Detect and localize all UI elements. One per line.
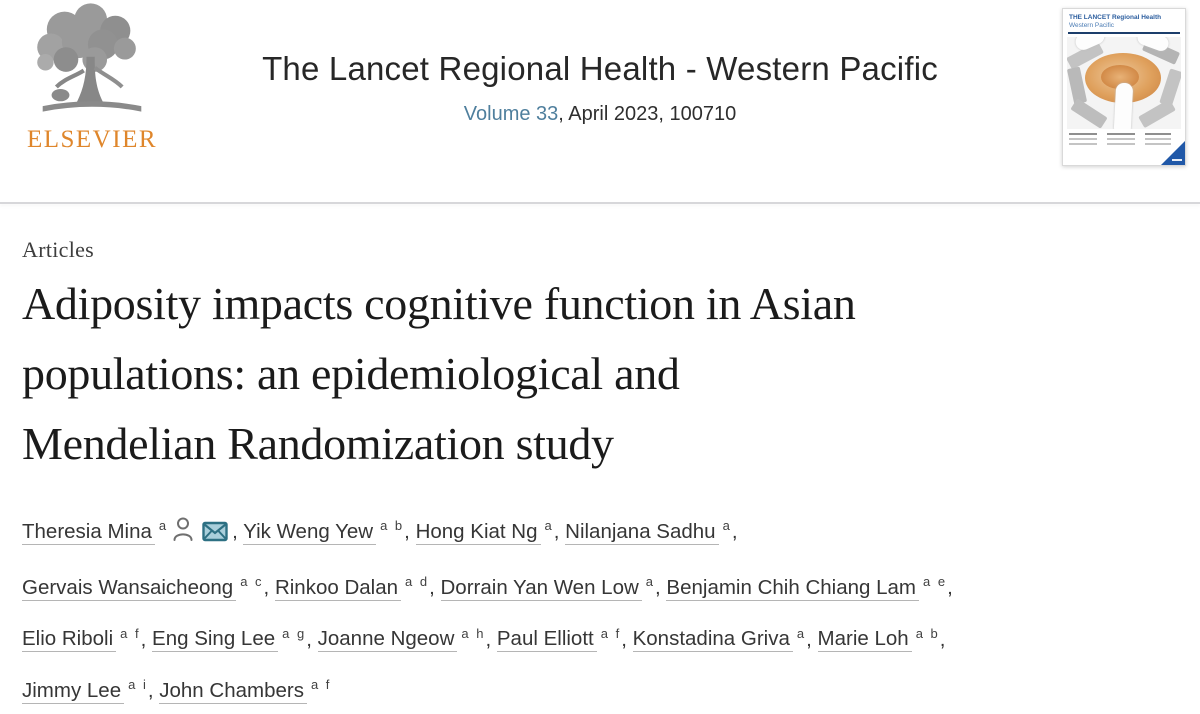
author-separator: ,: [404, 519, 416, 543]
author-separator: ,: [806, 627, 818, 651]
author-list: Theresia Mina a , Yik Weng Yew a b, Hong K…: [22, 503, 1178, 714]
author-affiliation-sup[interactable]: a f: [120, 625, 141, 641]
cover-corner-badge: [1161, 141, 1185, 165]
author-separator: ,: [939, 627, 946, 651]
author-link[interactable]: Elio Riboli: [22, 627, 117, 653]
author-link[interactable]: Gervais Wansaicheong: [22, 575, 237, 601]
issue-info: , April 2023, 100710: [558, 103, 737, 125]
author-affiliation-sup[interactable]: a c: [240, 573, 264, 589]
page-header: ELSEVIER The Lancet Regional Health - We…: [0, 0, 1200, 202]
author-link[interactable]: Dorrain Yan Wen Low: [440, 575, 642, 601]
author-separator: ,: [140, 627, 153, 651]
author-link[interactable]: Paul Elliott: [496, 627, 597, 653]
author-link[interactable]: Eng Sing Lee: [152, 627, 279, 653]
author-link[interactable]: Theresia Mina: [22, 519, 155, 545]
author-separator: ,: [621, 627, 633, 651]
author-affiliation-sup[interactable]: a f: [310, 677, 332, 693]
envelope-icon[interactable]: [202, 513, 228, 559]
volume-issue-line: Volume 33, April 2023, 100710: [0, 103, 1200, 126]
header-divider: [0, 202, 1200, 204]
cover-footer-lines: [1069, 133, 1179, 161]
article-type-label: Articles: [22, 237, 95, 262]
author-affiliation-sup[interactable]: a g: [282, 625, 307, 641]
elsevier-logo[interactable]: ELSEVIER: [14, 2, 170, 154]
author-separator: ,: [263, 575, 275, 599]
author-affiliation-sup[interactable]: a d: [405, 573, 430, 589]
author-link[interactable]: Konstadina Griva: [632, 627, 793, 653]
cover-illustration: [1067, 37, 1181, 129]
author-affiliation-sup[interactable]: a i: [128, 677, 148, 693]
author-link[interactable]: Joanne Ngeow: [317, 627, 458, 653]
elsevier-wordmark: ELSEVIER: [26, 126, 158, 153]
author-link[interactable]: Marie Loh: [817, 627, 912, 653]
author-separator: ,: [232, 519, 244, 543]
author-affiliation-sup[interactable]: a f: [600, 625, 622, 641]
author-affiliation-sup[interactable]: a e: [922, 573, 948, 589]
author-affiliation-sup[interactable]: a: [796, 625, 807, 641]
author-affiliation-sup[interactable]: a b: [915, 625, 940, 641]
author-affiliation-sup[interactable]: a h: [461, 625, 486, 641]
author-separator: ,: [306, 627, 318, 651]
article-title: Adiposity impacts cognitive function in …: [22, 278, 856, 469]
author-link[interactable]: Hong Kiat Ng: [415, 519, 541, 545]
author-link[interactable]: Benjamin Chih Chiang Lam: [666, 575, 919, 601]
journal-title[interactable]: The Lancet Regional Health - Western Pac…: [262, 50, 938, 87]
author-affiliation-sup[interactable]: a: [544, 518, 554, 533]
journal-cover-thumbnail[interactable]: THE LANCET Regional Health Western Pacif…: [1062, 8, 1186, 166]
author-separator: ,: [731, 519, 738, 543]
volume-link[interactable]: Volume 33: [463, 103, 559, 125]
cover-rule: [1068, 32, 1180, 34]
author-link[interactable]: Rinkoo Dalan: [274, 575, 402, 601]
article-header: Articles Adiposity impacts cognitive fun…: [0, 237, 1200, 714]
elsevier-tree-icon: [14, 2, 170, 128]
author-link[interactable]: Yik Weng Yew: [243, 519, 377, 545]
author-affiliation-sup[interactable]: a: [645, 573, 656, 589]
author-link[interactable]: John Chambers: [159, 679, 307, 705]
author-affiliation-sup[interactable]: a: [158, 518, 169, 533]
cover-title: THE LANCET Regional Health Western Pacif…: [1069, 14, 1162, 29]
author-affiliation-sup[interactable]: a b: [380, 518, 405, 533]
author-link[interactable]: Nilanjana Sadhu: [565, 519, 719, 545]
author-separator: ,: [147, 679, 160, 703]
author-link[interactable]: Jimmy Lee: [22, 679, 125, 705]
person-icon[interactable]: [172, 513, 194, 559]
author-separator: ,: [485, 627, 497, 651]
author-separator: ,: [947, 575, 953, 599]
author-separator: ,: [655, 575, 667, 599]
author-separator: ,: [553, 519, 566, 543]
author-affiliation-sup[interactable]: a: [722, 518, 732, 533]
author-separator: ,: [429, 575, 441, 599]
